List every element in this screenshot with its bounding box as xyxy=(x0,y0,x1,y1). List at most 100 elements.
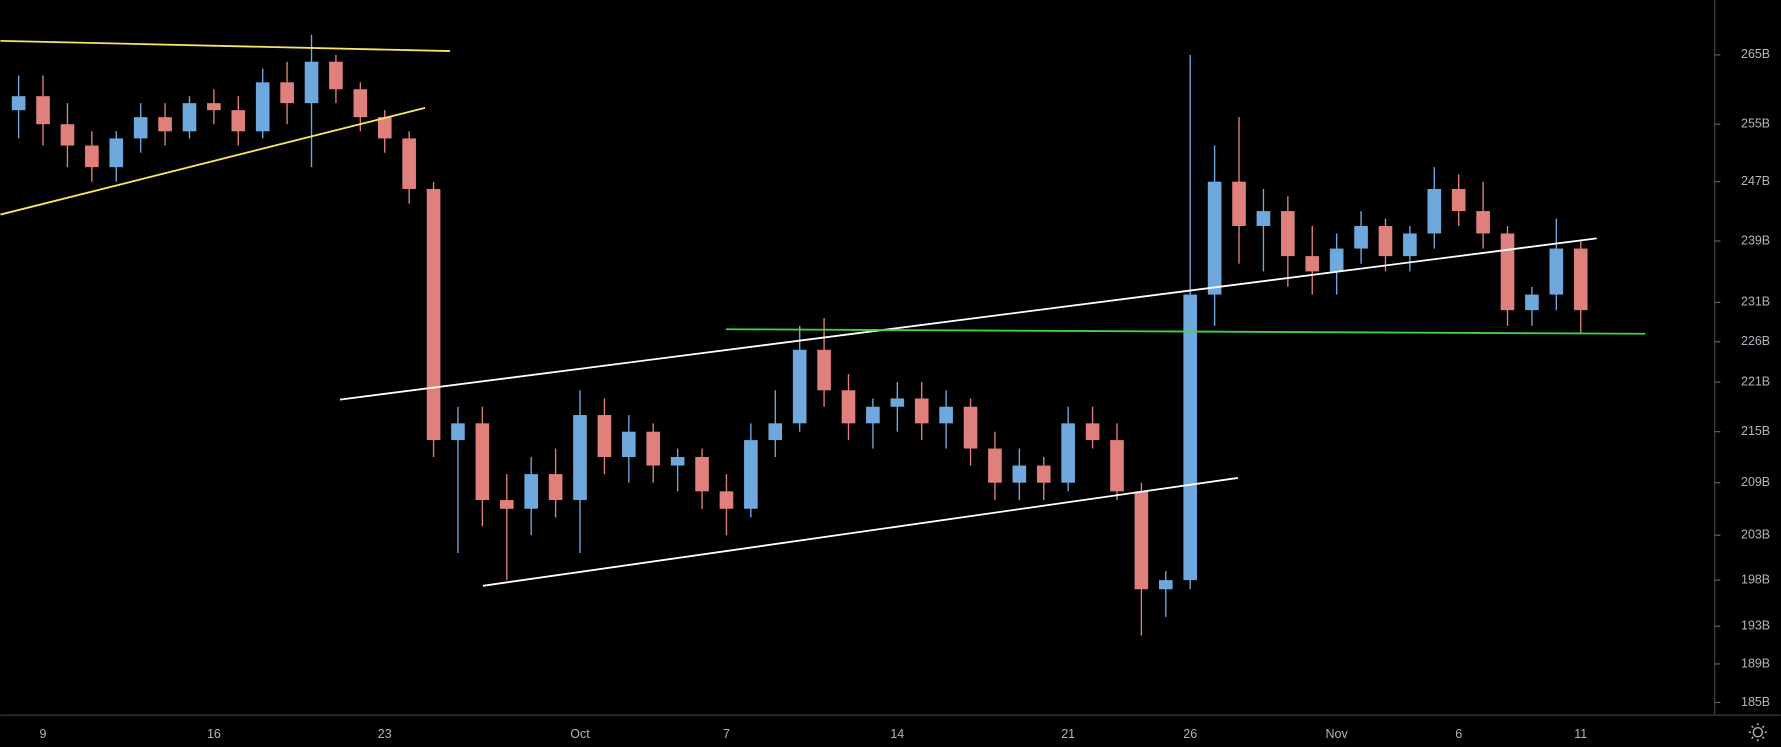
x-tick-label: 21 xyxy=(1061,727,1075,741)
candle-body xyxy=(524,474,539,509)
candle-body xyxy=(817,349,831,391)
candle-body xyxy=(353,89,368,118)
candle-body xyxy=(36,96,50,125)
candle-body xyxy=(1134,491,1149,590)
candle-body xyxy=(1525,294,1539,311)
y-tick-label: 203B xyxy=(1741,527,1770,541)
candle-body xyxy=(60,124,75,146)
candle-body xyxy=(207,103,221,111)
candle-body xyxy=(377,117,392,139)
plot-area xyxy=(11,34,1588,636)
candle-body xyxy=(1281,211,1295,257)
candle-body xyxy=(1476,211,1490,234)
candle-body xyxy=(133,117,148,139)
x-tick-label: 23 xyxy=(378,727,392,741)
y-tick-label: 239B xyxy=(1741,233,1770,247)
candle-body xyxy=(499,500,514,509)
candle-body xyxy=(792,349,807,424)
candle-body xyxy=(548,474,563,501)
candle-body xyxy=(85,145,99,168)
candle-body xyxy=(1232,181,1246,226)
candle-body xyxy=(1110,440,1124,492)
candle-body xyxy=(451,423,465,441)
candle-body xyxy=(1427,188,1442,234)
candle-body xyxy=(158,117,172,132)
candle-body xyxy=(988,448,1002,483)
candle-body xyxy=(1451,188,1466,212)
candle-body xyxy=(670,457,685,466)
candle-body xyxy=(622,431,636,458)
candle-body xyxy=(1354,225,1368,249)
candle-body xyxy=(768,423,783,441)
candle-body xyxy=(1207,181,1222,295)
trend-line xyxy=(0,39,451,52)
candle-body xyxy=(963,406,978,449)
x-tick-label: 6 xyxy=(1455,727,1462,741)
y-tick-label: 221B xyxy=(1741,374,1770,388)
x-tick-label: 14 xyxy=(890,727,904,741)
x-tick-label: 26 xyxy=(1183,727,1197,741)
candle-body xyxy=(914,398,929,424)
candle-body xyxy=(866,406,880,424)
candle-body xyxy=(1012,465,1027,483)
candle-body xyxy=(475,423,490,501)
candle-body xyxy=(1378,225,1393,257)
drawings xyxy=(0,39,1646,587)
x-tick-label: 7 xyxy=(723,727,730,741)
candle-body xyxy=(1500,233,1515,311)
y-tick-label: 198B xyxy=(1741,572,1770,586)
x-tick-label: 9 xyxy=(40,727,47,741)
axes: 185B 189B 193B 198B 203B 209B 215B 221B 226B 231B… xyxy=(40,47,1771,741)
y-tick-label: 189B xyxy=(1741,656,1770,670)
candle-body xyxy=(280,82,294,104)
candle-body xyxy=(841,390,856,424)
candle-body xyxy=(939,406,953,424)
y-tick-label: 247B xyxy=(1741,174,1770,188)
candle-body xyxy=(1573,248,1588,311)
candle-body xyxy=(426,188,441,441)
y-tick-label: 231B xyxy=(1741,295,1770,309)
x-tick-label: Nov xyxy=(1326,727,1349,741)
candle-body xyxy=(329,61,343,90)
candle-body xyxy=(1061,423,1075,483)
horizontal-line xyxy=(725,328,1646,335)
candle-body xyxy=(255,82,270,132)
candle-body xyxy=(719,491,734,509)
candle-body xyxy=(1085,423,1100,441)
settings-icon[interactable] xyxy=(1748,723,1767,742)
candle-body xyxy=(744,440,758,509)
candle-body xyxy=(1329,248,1344,272)
candle-body xyxy=(109,138,124,168)
y-tick-label: 265B xyxy=(1741,47,1770,61)
y-tick-label: 209B xyxy=(1741,475,1770,489)
y-tick-label: 185B xyxy=(1741,695,1770,709)
candle-body xyxy=(1256,211,1271,226)
candle-body xyxy=(304,61,319,104)
x-tick-label: Oct xyxy=(570,727,590,741)
candle-body xyxy=(597,415,612,458)
trend-line xyxy=(482,477,1239,587)
candle-body xyxy=(231,110,246,132)
trend-line xyxy=(339,237,1597,401)
candle-body xyxy=(1305,256,1320,272)
candle-body xyxy=(1158,580,1173,590)
candle-body xyxy=(573,415,587,501)
y-tick-label: 215B xyxy=(1741,424,1770,438)
candle-body xyxy=(402,138,416,189)
candle-body xyxy=(695,457,709,492)
candle-body xyxy=(182,103,197,132)
y-tick-label: 193B xyxy=(1741,619,1770,633)
x-tick-label: 11 xyxy=(1574,727,1587,741)
candle-body xyxy=(890,398,905,407)
candle-body xyxy=(1183,294,1198,581)
y-tick-label: 226B xyxy=(1741,334,1770,348)
candle-body xyxy=(11,96,26,111)
x-tick-label: 16 xyxy=(207,727,221,741)
y-tick-label: 255B xyxy=(1741,117,1770,131)
candle-body xyxy=(646,431,661,466)
candle-body xyxy=(1549,248,1564,295)
trend-line xyxy=(0,106,426,216)
